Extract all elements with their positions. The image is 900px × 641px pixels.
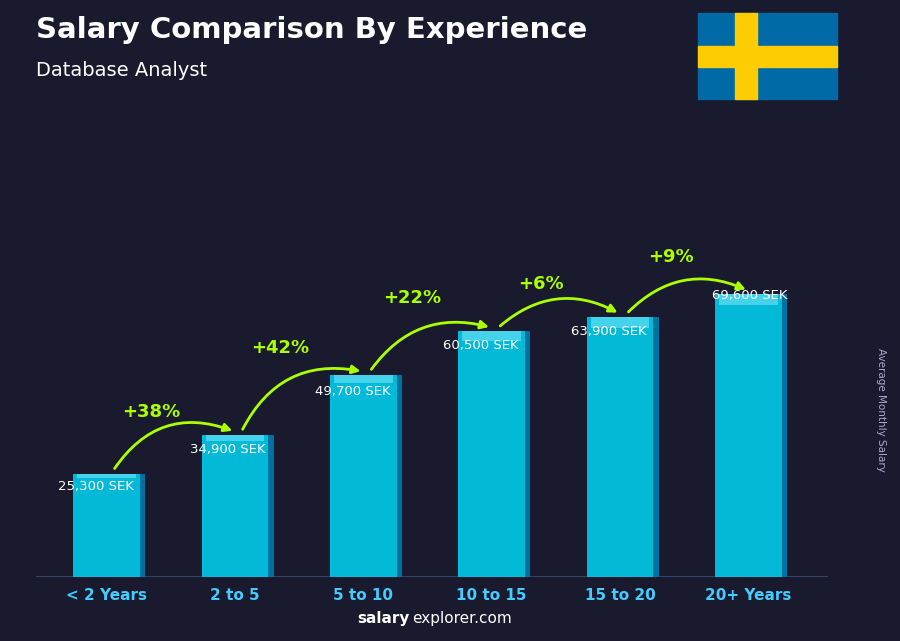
Text: Database Analyst: Database Analyst bbox=[36, 61, 207, 80]
Text: salary: salary bbox=[357, 611, 410, 626]
Text: 34,900 SEK: 34,900 SEK bbox=[190, 443, 266, 456]
Bar bbox=[590, 317, 650, 328]
Text: 60,500 SEK: 60,500 SEK bbox=[443, 339, 518, 352]
Bar bbox=[715, 294, 782, 577]
Bar bbox=[140, 474, 145, 577]
Bar bbox=[525, 331, 530, 577]
Bar bbox=[205, 435, 265, 441]
Text: 69,600 SEK: 69,600 SEK bbox=[713, 289, 788, 302]
Bar bbox=[73, 474, 140, 577]
Text: +9%: +9% bbox=[649, 247, 694, 265]
Bar bbox=[330, 375, 397, 577]
Text: +6%: +6% bbox=[518, 275, 563, 293]
Bar bbox=[653, 317, 659, 577]
Text: +22%: +22% bbox=[383, 288, 441, 306]
Bar bbox=[463, 331, 521, 341]
Text: +38%: +38% bbox=[122, 403, 181, 420]
Bar bbox=[698, 46, 837, 67]
Text: explorer.com: explorer.com bbox=[412, 611, 512, 626]
Text: Average Monthly Salary: Average Monthly Salary bbox=[877, 348, 886, 472]
Bar bbox=[268, 435, 274, 577]
Bar bbox=[587, 317, 653, 577]
Bar bbox=[782, 294, 788, 577]
Bar bbox=[334, 375, 392, 383]
Text: 25,300 SEK: 25,300 SEK bbox=[58, 480, 134, 493]
Bar bbox=[735, 13, 758, 99]
Text: +42%: +42% bbox=[251, 338, 309, 356]
Bar bbox=[77, 474, 136, 478]
Bar bbox=[458, 331, 525, 577]
Bar bbox=[397, 375, 402, 577]
Bar bbox=[719, 294, 778, 305]
Bar bbox=[202, 435, 268, 577]
Text: Salary Comparison By Experience: Salary Comparison By Experience bbox=[36, 16, 587, 44]
Text: 49,700 SEK: 49,700 SEK bbox=[314, 385, 391, 398]
Text: 63,900 SEK: 63,900 SEK bbox=[572, 325, 647, 338]
